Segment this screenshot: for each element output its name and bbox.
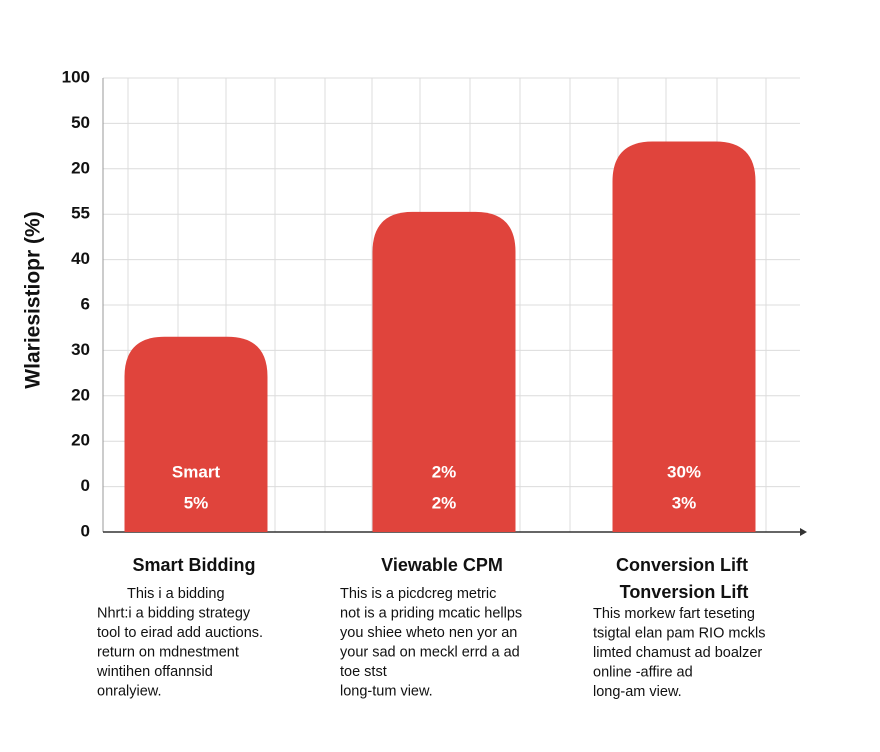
y-tick-label: 20: [71, 385, 90, 404]
y-tick-label: 100: [62, 67, 90, 86]
description-line: Nhrt:i a bidding strategy: [97, 605, 251, 621]
bar-text: Smart: [172, 462, 221, 481]
description-line: This morkew fart teseting: [593, 606, 755, 622]
y-tick-label: 55: [71, 204, 90, 223]
description-line: online -affire ad: [593, 664, 693, 680]
description-line: wintihen offannsid: [96, 664, 213, 680]
y-tick-label: 30: [71, 340, 90, 359]
y-tick-label: 50: [71, 113, 90, 132]
y-tick-label: 0: [81, 521, 90, 540]
description-line: not is a priding mcatic hellps: [340, 605, 522, 621]
description-line: limted chamust ad boalzer: [593, 645, 762, 661]
description-line: tool to eirad add auctions.: [97, 625, 263, 641]
description-line: long-tum view.: [340, 683, 433, 699]
y-tick-label: 0: [81, 476, 90, 495]
category-subtitle: Tonversion Lift: [620, 582, 749, 602]
y-tick-label: 20: [71, 431, 90, 450]
description-line: long-am view.: [593, 684, 682, 700]
description-line: your sad on meckl errd a ad: [340, 644, 520, 660]
y-tick-label: 6: [81, 294, 90, 313]
y-tick-label: 20: [71, 158, 90, 177]
x-tick-label: Viewable CPM: [381, 555, 503, 575]
y-axis-label: Wlariesistiopr (%): [22, 211, 45, 388]
description-line: This i a bidding: [127, 586, 225, 602]
x-tick-label: Smart Bidding: [132, 555, 255, 575]
bar: [124, 336, 268, 532]
bar-text: 2%: [432, 493, 457, 512]
description-line: This is a picdcreg metric: [340, 586, 496, 602]
bar-text: 2%: [432, 462, 457, 481]
bar: [612, 141, 756, 532]
description-line: onralyiew.: [97, 683, 161, 699]
x-axis-arrow: [800, 528, 807, 536]
description-line: tsigtal elan pam RIO mckls: [593, 625, 765, 641]
x-tick-label: Conversion Lift: [616, 555, 748, 575]
description-line: you shiee wheto nen yor an: [340, 625, 517, 641]
y-tick-label: 40: [71, 249, 90, 268]
bar: [372, 211, 516, 532]
description-line: return on mdnestment: [97, 644, 239, 660]
bar-text: 30%: [667, 462, 701, 481]
bar-text: 3%: [672, 493, 697, 512]
bar-text: 5%: [184, 493, 209, 512]
description-line: toe stst: [340, 664, 387, 680]
